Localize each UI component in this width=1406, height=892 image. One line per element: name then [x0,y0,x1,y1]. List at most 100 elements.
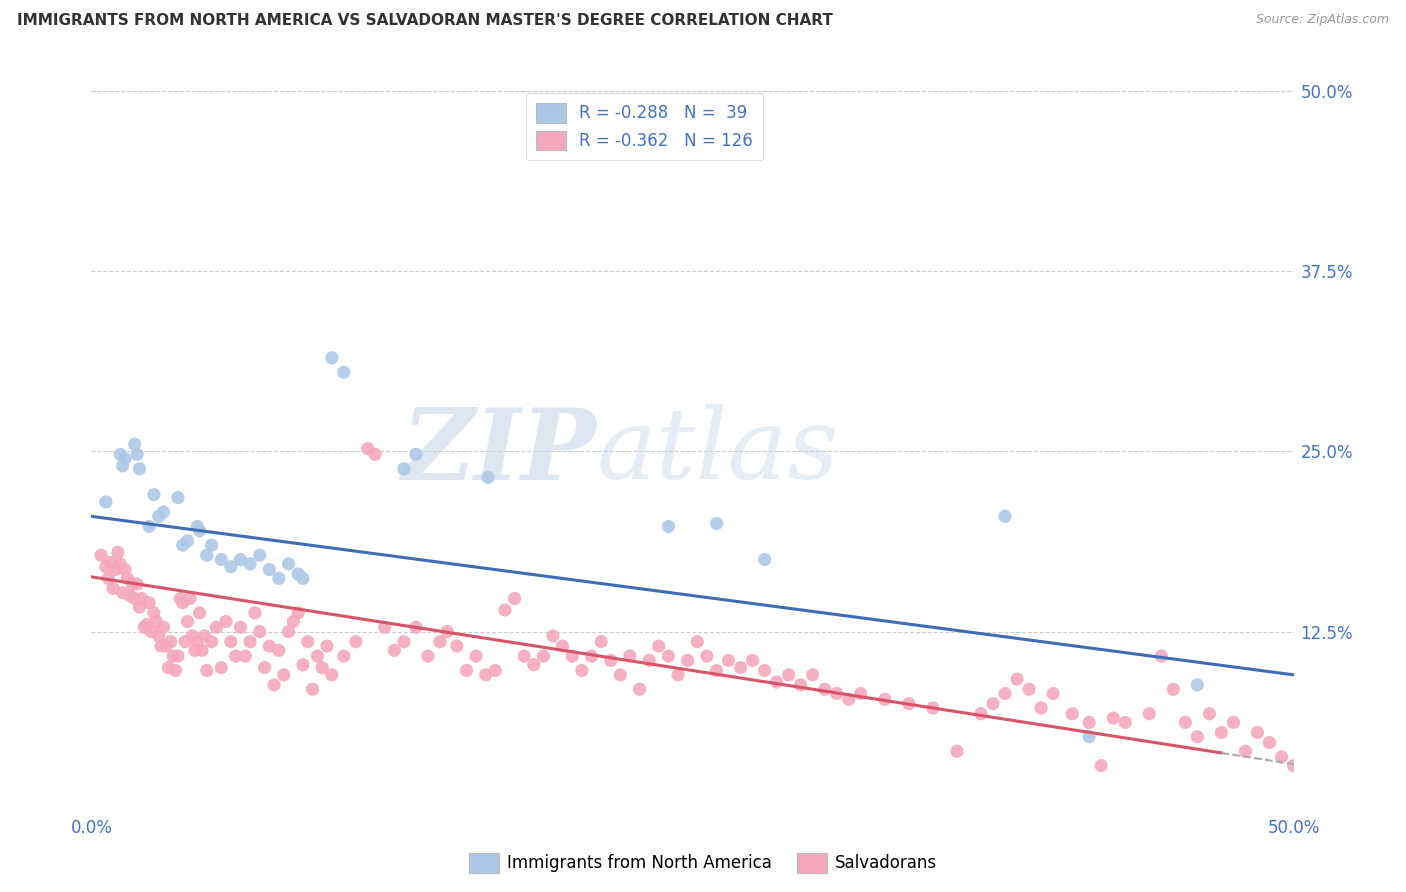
Point [946,744,969,758]
Point [321,351,343,365]
Point [128,600,150,615]
Point [162,649,184,664]
Point [138,519,160,533]
Point [561,649,583,664]
Point [801,668,824,682]
Point [291,657,314,672]
Point [259,563,281,577]
Point [1187,730,1209,744]
Point [1174,715,1197,730]
Point [124,437,146,451]
Point [1062,706,1084,721]
Point [696,649,718,664]
Point [1150,649,1173,664]
Point [94,495,117,509]
Point [176,533,198,548]
Point [233,649,256,664]
Point [754,552,776,566]
Point [111,585,134,599]
Point [657,649,679,664]
Point [101,582,124,596]
Point [114,451,136,466]
Point [1211,725,1233,739]
Point [249,548,271,562]
Point [1198,706,1220,721]
Point [188,524,211,538]
Point [465,649,488,664]
Point [176,615,198,629]
Point [456,664,478,678]
Point [503,591,526,606]
Point [446,639,468,653]
Point [814,682,837,697]
Point [849,687,872,701]
Point [243,606,266,620]
Point [994,687,1017,701]
Point [195,664,218,678]
Point [273,668,295,682]
Point [609,668,631,682]
Point [1246,725,1268,739]
Point [730,660,752,674]
Point [167,649,190,664]
Point [523,657,546,672]
Point [148,509,170,524]
Point [571,664,593,678]
Point [706,516,728,531]
Point [169,591,191,606]
Point [100,556,122,570]
Point [172,538,194,552]
Point [239,634,262,648]
Point [765,675,787,690]
Point [666,668,689,682]
Point [117,571,139,585]
Point [1042,687,1064,701]
Point [392,634,415,648]
Point [152,620,174,634]
Point [259,639,281,653]
Point [429,634,451,648]
Text: Source: ZipAtlas.com: Source: ZipAtlas.com [1256,13,1389,27]
Point [1018,682,1040,697]
Point [897,697,920,711]
Point [283,615,305,629]
Point [686,634,709,648]
Point [638,653,661,667]
Point [225,649,247,664]
Point [392,462,415,476]
Point [922,701,945,715]
Point [205,620,228,634]
Point [191,643,214,657]
Point [179,591,201,606]
Point [382,643,405,657]
Legend: Immigrants from North America, Salvadorans: Immigrants from North America, Salvadora… [463,847,943,880]
Point [253,660,276,674]
Point [277,557,299,571]
Text: IMMIGRANTS FROM NORTH AMERICA VS SALVADORAN MASTER'S DEGREE CORRELATION CHART: IMMIGRANTS FROM NORTH AMERICA VS SALVADO… [17,13,832,29]
Point [581,649,603,664]
Point [94,559,117,574]
Point [145,615,167,629]
Point [1078,715,1101,730]
Point [90,548,112,562]
Point [825,687,848,701]
Point [125,447,148,461]
Point [297,634,319,648]
Point [201,634,224,648]
Point [150,639,173,653]
Point [110,557,132,571]
Point [110,447,132,461]
Point [1282,758,1305,772]
Point [263,678,285,692]
Point [364,447,387,461]
Text: atlas: atlas [596,404,839,500]
Point [648,639,671,653]
Point [229,552,252,566]
Point [1187,678,1209,692]
Point [287,566,309,581]
Point [474,668,496,682]
Point [131,591,153,606]
Point [1258,735,1281,749]
Point [1029,701,1052,715]
Point [155,639,177,653]
